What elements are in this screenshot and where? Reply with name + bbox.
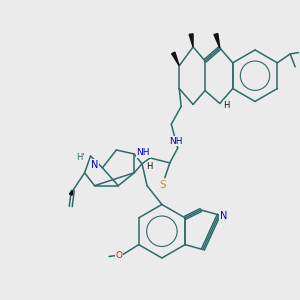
Text: H': H' bbox=[76, 153, 85, 162]
Text: NH: NH bbox=[169, 136, 182, 146]
Text: O: O bbox=[116, 251, 122, 260]
Polygon shape bbox=[189, 34, 193, 47]
Text: N: N bbox=[91, 160, 98, 170]
Polygon shape bbox=[69, 190, 73, 195]
Polygon shape bbox=[172, 52, 179, 66]
Polygon shape bbox=[214, 34, 220, 48]
Text: NH: NH bbox=[136, 148, 150, 158]
Text: N: N bbox=[220, 211, 227, 221]
Text: H: H bbox=[146, 162, 152, 171]
Text: S: S bbox=[160, 180, 166, 190]
Text: H: H bbox=[224, 101, 230, 110]
